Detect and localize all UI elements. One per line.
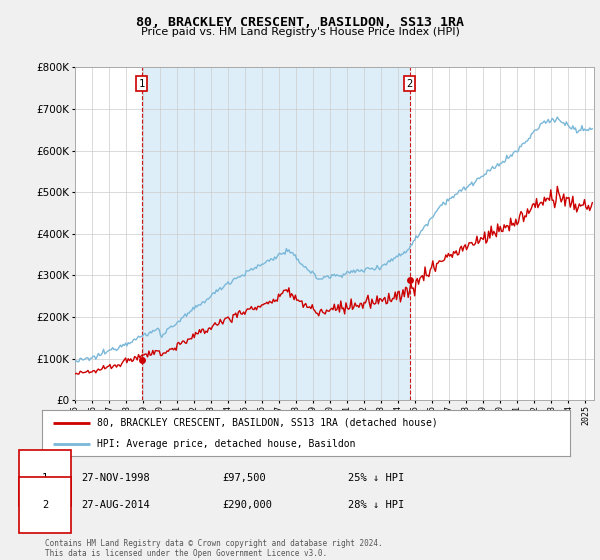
Text: Price paid vs. HM Land Registry's House Price Index (HPI): Price paid vs. HM Land Registry's House … — [140, 27, 460, 37]
Text: £97,500: £97,500 — [222, 473, 266, 483]
Text: £290,000: £290,000 — [222, 500, 272, 510]
Text: 2: 2 — [407, 79, 413, 89]
Text: 1: 1 — [42, 473, 48, 483]
Text: 1: 1 — [139, 79, 145, 89]
Text: 28% ↓ HPI: 28% ↓ HPI — [348, 500, 404, 510]
Text: 2: 2 — [42, 500, 48, 510]
Bar — [142, 67, 410, 400]
Text: 80, BRACKLEY CRESCENT, BASILDON, SS13 1RA: 80, BRACKLEY CRESCENT, BASILDON, SS13 1R… — [136, 16, 464, 29]
Text: HPI: Average price, detached house, Basildon: HPI: Average price, detached house, Basi… — [97, 439, 356, 449]
Text: Contains HM Land Registry data © Crown copyright and database right 2024.
This d: Contains HM Land Registry data © Crown c… — [45, 539, 383, 558]
Text: 25% ↓ HPI: 25% ↓ HPI — [348, 473, 404, 483]
Text: 27-NOV-1998: 27-NOV-1998 — [81, 473, 150, 483]
Text: 27-AUG-2014: 27-AUG-2014 — [81, 500, 150, 510]
Text: 80, BRACKLEY CRESCENT, BASILDON, SS13 1RA (detached house): 80, BRACKLEY CRESCENT, BASILDON, SS13 1R… — [97, 418, 438, 428]
